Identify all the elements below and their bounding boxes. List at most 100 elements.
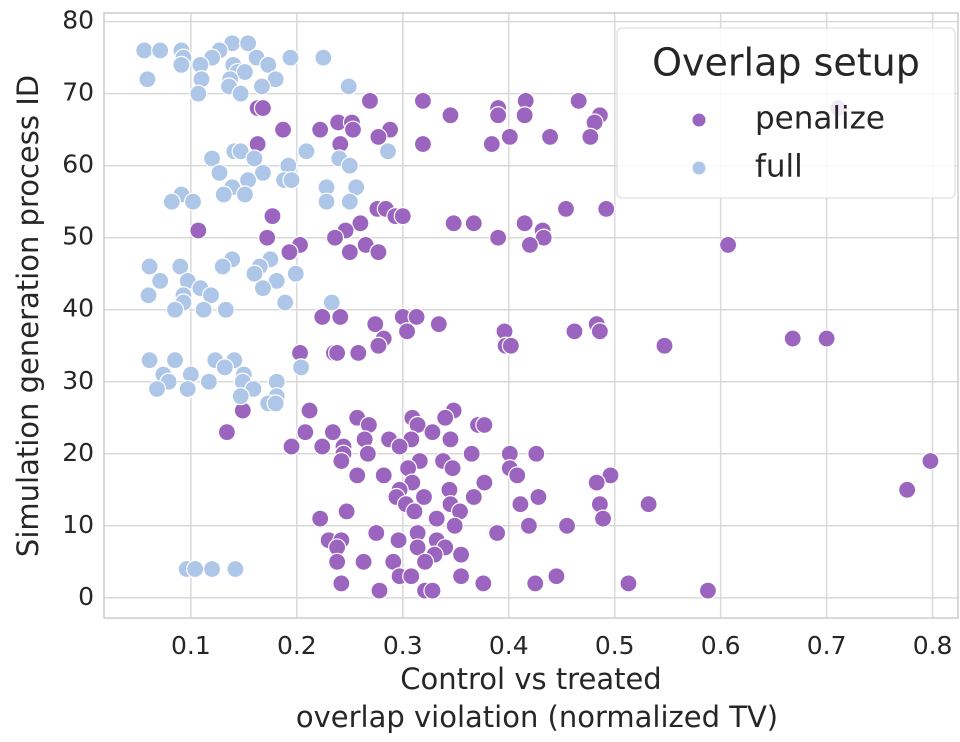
legend-label: penalize xyxy=(755,101,885,137)
point xyxy=(258,228,277,247)
point xyxy=(151,271,170,291)
point xyxy=(427,509,446,528)
point xyxy=(311,509,330,528)
point xyxy=(266,394,285,413)
point xyxy=(511,495,530,514)
point xyxy=(332,451,351,471)
point xyxy=(451,567,471,586)
y-tick-label: 40 xyxy=(62,294,94,323)
point xyxy=(147,379,167,399)
point xyxy=(587,473,606,492)
point xyxy=(162,192,181,211)
point xyxy=(300,401,319,420)
point xyxy=(281,48,300,67)
point xyxy=(328,343,347,363)
point xyxy=(526,574,545,593)
point xyxy=(718,235,738,255)
point xyxy=(655,336,674,355)
y-tick-label: 70 xyxy=(62,78,94,107)
point xyxy=(332,574,351,593)
point xyxy=(286,264,305,283)
point xyxy=(313,307,332,327)
point xyxy=(443,459,462,478)
point xyxy=(619,574,638,593)
point xyxy=(354,552,373,571)
point xyxy=(390,437,409,456)
x-tick-label: 0.7 xyxy=(807,631,847,660)
point xyxy=(226,559,245,579)
point xyxy=(252,77,271,96)
point xyxy=(194,300,213,319)
point xyxy=(436,408,455,427)
point xyxy=(325,228,345,247)
point xyxy=(217,423,237,442)
y-tick-label: 80 xyxy=(62,6,94,35)
point xyxy=(259,55,278,74)
point xyxy=(898,480,917,499)
point xyxy=(253,279,273,298)
point xyxy=(489,106,508,125)
point xyxy=(369,243,388,262)
point xyxy=(529,487,548,507)
point xyxy=(138,70,157,89)
point xyxy=(199,372,218,391)
series-1 xyxy=(135,34,398,579)
point xyxy=(297,142,316,161)
point xyxy=(282,437,301,456)
point xyxy=(291,358,311,377)
point xyxy=(565,322,584,341)
x-tick-label: 0.2 xyxy=(277,631,317,660)
point xyxy=(367,523,386,543)
point xyxy=(358,444,377,463)
point xyxy=(581,127,600,146)
point xyxy=(413,91,433,110)
point xyxy=(508,466,527,485)
legend-marker xyxy=(691,160,707,176)
point xyxy=(282,170,301,190)
point xyxy=(474,574,493,593)
point xyxy=(273,120,293,139)
point xyxy=(360,91,380,110)
y-tick-label: 0 xyxy=(78,582,94,611)
point xyxy=(370,581,389,600)
point xyxy=(311,120,330,139)
point xyxy=(139,286,158,305)
point xyxy=(202,149,222,168)
point xyxy=(527,444,546,463)
point xyxy=(423,423,442,442)
point xyxy=(556,199,576,219)
plot-frame xyxy=(103,12,959,619)
point xyxy=(231,84,250,103)
x-tick-label: 0.1 xyxy=(171,631,211,660)
point xyxy=(464,214,483,233)
point xyxy=(238,34,258,53)
point xyxy=(817,329,836,348)
point xyxy=(331,307,350,327)
point xyxy=(201,286,221,305)
point xyxy=(323,423,342,442)
point xyxy=(500,127,519,146)
point xyxy=(515,214,534,233)
point xyxy=(202,559,222,579)
point xyxy=(520,235,540,255)
point xyxy=(487,523,507,543)
point xyxy=(441,430,460,449)
point xyxy=(339,77,358,96)
point xyxy=(231,387,250,406)
point xyxy=(351,214,370,233)
point xyxy=(415,552,435,571)
y-label: Simulation generation process ID xyxy=(11,75,45,557)
y-tick-label: 50 xyxy=(62,222,94,251)
point xyxy=(186,559,205,579)
point xyxy=(451,545,471,564)
x-tick-label: 0.8 xyxy=(913,631,953,660)
point xyxy=(245,149,264,168)
point xyxy=(348,466,367,485)
point xyxy=(464,487,483,507)
point xyxy=(441,106,460,125)
point xyxy=(314,48,333,67)
series-0 xyxy=(189,91,940,600)
point xyxy=(374,466,393,485)
point xyxy=(475,415,494,435)
